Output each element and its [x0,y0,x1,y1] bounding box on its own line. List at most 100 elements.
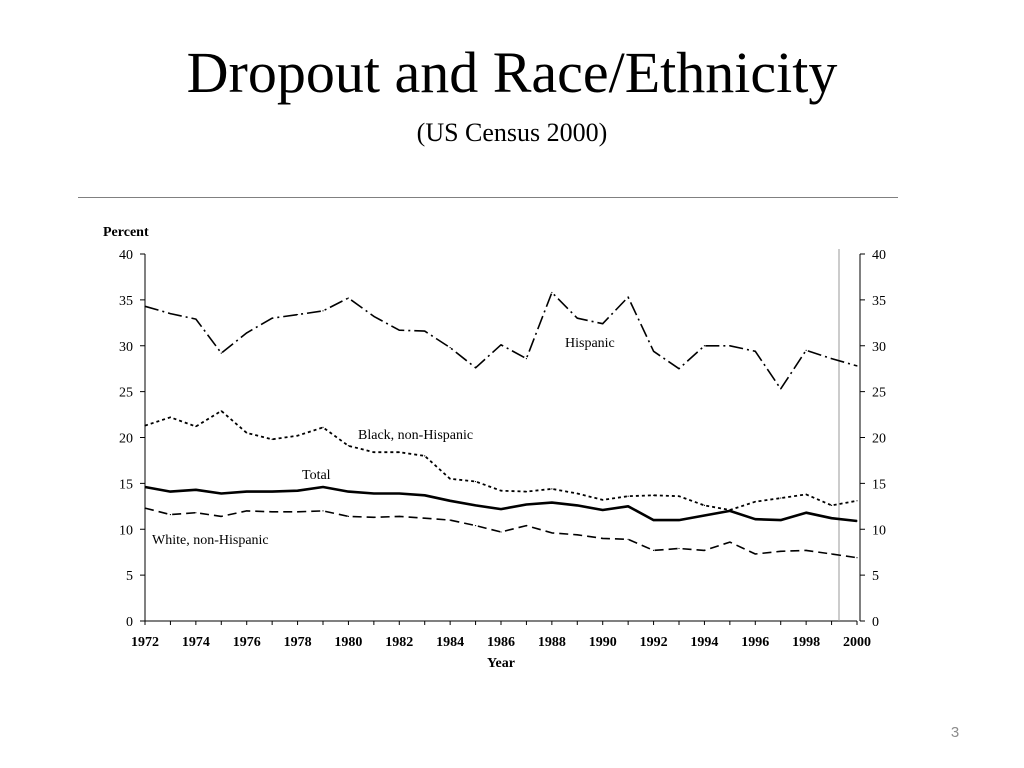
data-point-white-non-hispanic [830,553,833,555]
data-point-white-non-hispanic [424,517,426,519]
y-tick-label-right: 10 [872,523,886,538]
data-point-white-non-hispanic [474,524,477,527]
y-tick-label-right: 30 [872,340,886,355]
data-point-black-non-hispanic [551,488,553,490]
data-point-white-non-hispanic [805,549,807,551]
data-point-hispanic [729,345,731,347]
data-point-white-non-hispanic [144,507,146,509]
data-point-hispanic [271,317,273,319]
series-label-black: Black, non-Hispanic [358,428,473,443]
data-point-black-non-hispanic [246,432,248,434]
data-point-white-non-hispanic [271,511,273,513]
slide-title: Dropout and Race/Ethnicity [186,40,838,105]
data-point-hispanic [347,297,350,299]
y-tick-label-right: 40 [872,248,886,263]
x-tick-label: 1974 [182,635,210,650]
data-point-hispanic [373,315,375,317]
y-tick-label-right: 15 [872,477,886,492]
data-point-white-non-hispanic [627,538,629,540]
series-line-total [144,485,858,523]
data-point-black-non-hispanic [169,416,172,418]
data-point-white-non-hispanic [729,541,731,543]
data-point-white-non-hispanic [780,550,782,552]
data-point-white-non-hispanic [856,557,858,559]
data-point-hispanic [144,305,146,307]
data-point-total [424,494,426,496]
x-tick-label: 1992 [640,635,668,650]
data-point-white-non-hispanic [602,537,604,540]
data-point-black-non-hispanic [703,504,706,506]
data-point-hispanic [322,310,324,312]
series-label-white: White, non-Hispanic [152,533,269,548]
x-tick-label: 1982 [385,635,413,650]
data-point-total [780,519,782,521]
data-point-white-non-hispanic [551,532,553,534]
y-tick-label-left: 15 [119,477,133,492]
data-point-white-non-hispanic [296,511,299,513]
data-point-white-non-hispanic [449,519,451,521]
x-tick-label: 1980 [334,635,362,650]
data-point-black-non-hispanic [576,492,578,495]
data-point-white-non-hispanic [703,549,706,551]
data-point-white-non-hispanic [398,515,400,518]
data-point-hispanic [424,330,426,332]
title-divider [78,197,898,198]
data-point-total [627,505,629,507]
data-point-hispanic [398,329,400,331]
data-point-hispanic [602,323,604,325]
data-point-black-non-hispanic [296,435,299,437]
x-tick-label: 1976 [233,635,261,650]
x-tick-label: 1972 [131,635,159,650]
data-point-white-non-hispanic [373,516,375,518]
data-point-total [525,503,528,506]
data-point-hispanic [525,357,528,360]
data-point-hispanic [805,349,807,351]
data-point-hispanic [296,313,299,316]
data-point-total [856,520,858,522]
data-point-black-non-hispanic [220,410,222,412]
data-point-total [322,486,324,488]
data-point-white-non-hispanic [347,515,350,518]
data-point-black-non-hispanic [754,501,756,503]
data-point-hispanic [678,368,680,370]
data-point-hispanic [195,318,197,320]
data-point-total [144,486,146,488]
series-label-hispanic: Hispanic [565,336,615,351]
y-tick-label-right: 5 [872,569,879,584]
series-line-black-non-hispanic [144,409,858,511]
x-tick-label: 1978 [284,635,312,650]
data-point-black-non-hispanic [474,480,477,483]
data-point-black-non-hispanic [602,499,604,501]
data-point-black-non-hispanic [144,424,146,427]
data-point-black-non-hispanic [373,451,375,453]
data-point-black-non-hispanic [780,497,782,499]
data-point-white-non-hispanic [220,515,222,518]
slide-subtitle: (US Census 2000) [416,118,608,147]
data-point-total [602,509,604,511]
data-point-total [551,502,553,504]
x-tick-label: 1986 [487,635,515,650]
data-point-white-non-hispanic [500,531,502,533]
data-point-hispanic [500,344,502,346]
data-point-total [398,492,400,495]
series-label-total: Total [302,468,331,483]
slide-number: 3 [950,724,960,741]
data-point-white-non-hispanic [652,549,655,551]
data-point-total [271,491,273,493]
data-point-total [246,491,248,493]
data-point-black-non-hispanic [424,455,426,457]
data-point-hispanic [449,346,451,349]
data-point-black-non-hispanic [195,425,197,428]
data-point-total [703,514,706,517]
data-point-hispanic [551,291,553,294]
data-point-white-non-hispanic [246,510,248,512]
data-point-hispanic [652,350,655,352]
data-point-black-non-hispanic [627,495,629,497]
data-point-hispanic [830,357,833,360]
data-point-hispanic [474,367,477,369]
data-point-black-non-hispanic [678,495,680,497]
x-tick-label: 1988 [538,635,566,650]
data-point-white-non-hispanic [169,513,172,516]
data-point-total [169,491,172,493]
